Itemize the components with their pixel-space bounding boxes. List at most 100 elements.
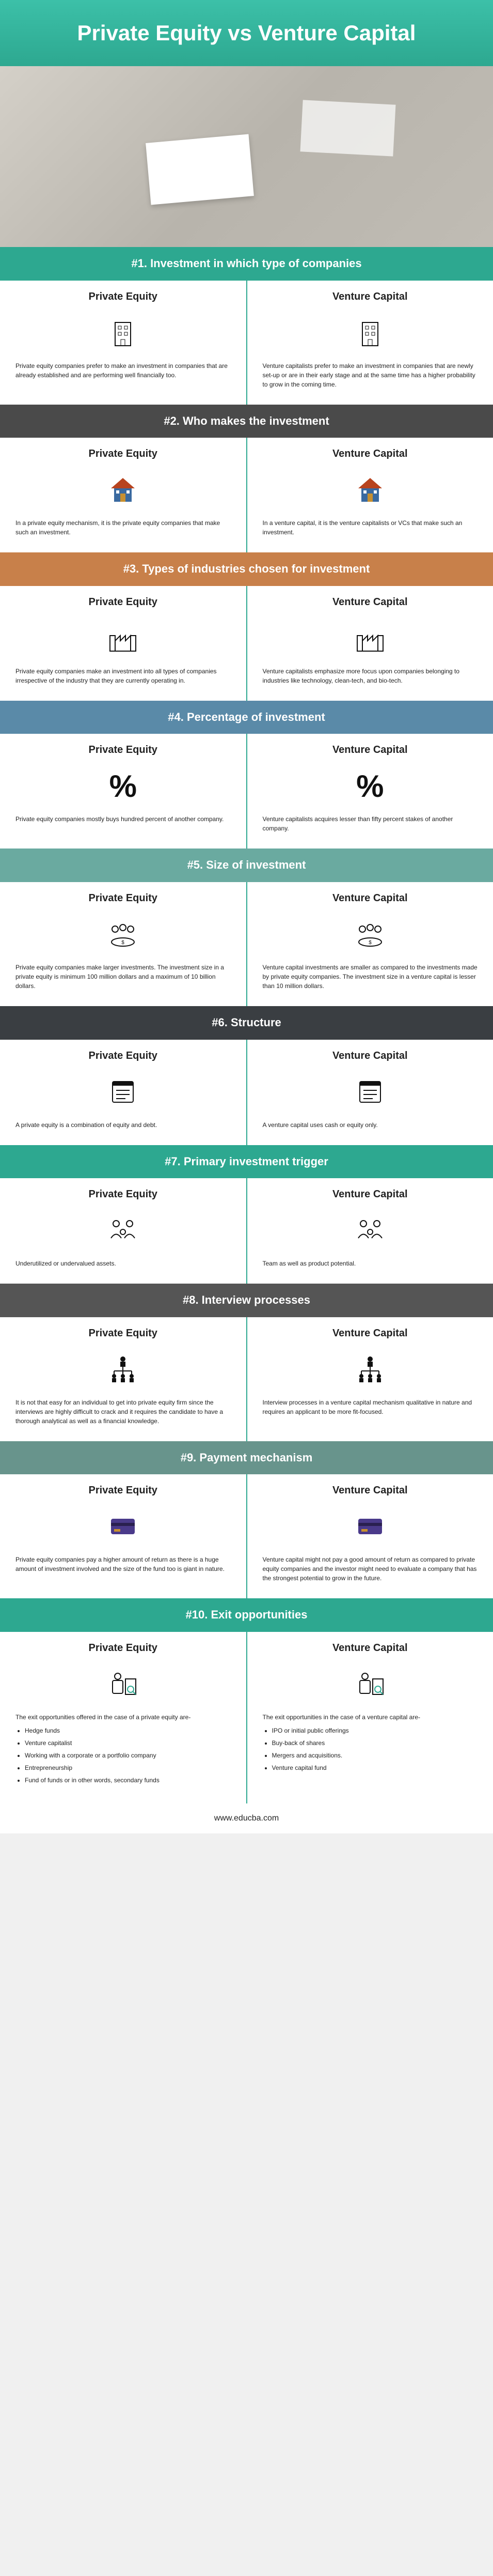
- section-1-pe: Private Equity Private equity companies …: [0, 281, 247, 405]
- exit-icon: [105, 1663, 141, 1705]
- section-3-vc: Venture Capital Venture capitalists emph…: [247, 586, 493, 701]
- vc-title: Venture Capital: [332, 744, 408, 756]
- hierarchy-icon: [352, 1349, 388, 1390]
- section-8-vc-text: Interview processes in a venture capital…: [263, 1398, 478, 1416]
- pe-title: Private Equity: [89, 744, 157, 756]
- house-icon: [352, 469, 388, 511]
- svg-text:$: $: [121, 940, 124, 946]
- pe-title: Private Equity: [89, 291, 157, 303]
- section-7-pe-text: Underutilized or undervalued assets.: [15, 1259, 231, 1268]
- list-item: Working with a corporate or a portfolio …: [25, 1751, 231, 1760]
- section-header-2: #2. Who makes the investment: [0, 405, 493, 438]
- section-1-vc-text: Venture capitalists prefer to make an in…: [263, 361, 478, 389]
- list-item: Venture capitalist: [25, 1738, 231, 1748]
- pe-title: Private Equity: [89, 596, 157, 608]
- section-header-9: #9. Payment mechanism: [0, 1441, 493, 1475]
- section-9-vc-text: Venture capital might not pay a good amo…: [263, 1555, 478, 1583]
- section-10-body: Private Equity The exit opportunities of…: [0, 1632, 493, 1803]
- section-9-vc: Venture Capital Venture capital might no…: [247, 1474, 493, 1598]
- section-10-pe: Private Equity The exit opportunities of…: [0, 1632, 247, 1803]
- section-header-6: #6. Structure: [0, 1006, 493, 1040]
- document-icon: [105, 1071, 141, 1113]
- pe-title: Private Equity: [89, 1328, 157, 1339]
- section-1-pe-text: Private equity companies prefer to make …: [15, 361, 231, 380]
- percent-icon: %: [356, 765, 384, 807]
- pe-title: Private Equity: [89, 1485, 157, 1497]
- document-icon: [352, 1071, 388, 1113]
- section-5-body: Private Equity $ Private equity companie…: [0, 882, 493, 1006]
- section-8-vc: Venture Capital Interview processes in a…: [247, 1317, 493, 1441]
- vc-title: Venture Capital: [332, 892, 408, 904]
- hierarchy-icon: [105, 1349, 141, 1390]
- percent-icon: %: [109, 765, 137, 807]
- section-4-vc: Venture Capital % Venture capitalists ac…: [247, 734, 493, 849]
- section-10-vc-intro: The exit opportunities in the case of a …: [263, 1714, 421, 1721]
- section-header-3: #3. Types of industries chosen for inves…: [0, 552, 493, 586]
- section-10-vc-text: The exit opportunities in the case of a …: [263, 1713, 478, 1776]
- vc-title: Venture Capital: [332, 1189, 408, 1200]
- vc-title: Venture Capital: [332, 1642, 408, 1654]
- section-1-vc: Venture Capital Venture capitalists pref…: [247, 281, 493, 405]
- section-5-pe: Private Equity $ Private equity companie…: [0, 882, 247, 1006]
- section-9-body: Private Equity Private equity companies …: [0, 1474, 493, 1598]
- list-item: Hedge funds: [25, 1726, 231, 1735]
- section-10-pe-list: Hedge funds Venture capitalist Working wit…: [15, 1726, 231, 1785]
- section-8-body: Private Equity It is not that easy for a…: [0, 1317, 493, 1441]
- section-3-vc-text: Venture capitalists emphasize more focus…: [263, 667, 478, 685]
- team-icon: [352, 1210, 388, 1251]
- infographic-container: Private Equity vs Venture Capital #1. In…: [0, 0, 493, 1833]
- section-6-body: Private Equity A private equity is a com…: [0, 1040, 493, 1145]
- section-8-pe: Private Equity It is not that easy for a…: [0, 1317, 247, 1441]
- section-2-vc: Venture Capital In a venture capital, it…: [247, 438, 493, 552]
- building-icon: [105, 312, 141, 353]
- section-7-vc-text: Team as well as product potential.: [263, 1259, 478, 1268]
- section-6-pe: Private Equity A private equity is a com…: [0, 1040, 247, 1145]
- vc-title: Venture Capital: [332, 1328, 408, 1339]
- section-10-vc: Venture Capital The exit opportunities i…: [247, 1632, 493, 1803]
- money-people-icon: $: [352, 914, 388, 955]
- card-icon: [105, 1506, 141, 1547]
- factory-icon: [352, 618, 388, 659]
- section-2-pe-text: In a private equity mechanism, it is the…: [15, 518, 231, 537]
- section-10-vc-list: IPO or initial public offeringsBuy-back …: [263, 1726, 478, 1772]
- section-4-body: Private Equity % Private equity companie…: [0, 734, 493, 849]
- pe-title: Private Equity: [89, 1189, 157, 1200]
- section-1-body: Private Equity Private equity companies …: [0, 281, 493, 405]
- section-7-vc: Venture Capital Team as well as product …: [247, 1178, 493, 1284]
- section-header-5: #5. Size of investment: [0, 849, 493, 882]
- section-9-pe: Private Equity Private equity companies …: [0, 1474, 247, 1598]
- list-item: Entrepreneurship: [25, 1763, 231, 1772]
- list-item: Mergers and acquisitions.: [272, 1751, 478, 1760]
- section-5-pe-text: Private equity companies make larger inv…: [15, 963, 231, 991]
- pe-title: Private Equity: [89, 448, 157, 460]
- building-icon: [352, 312, 388, 353]
- footer-text: www.educba.com: [0, 1803, 493, 1833]
- exit-icon: [352, 1663, 388, 1705]
- section-header-7: #7. Primary investment trigger: [0, 1145, 493, 1179]
- team-icon: [105, 1210, 141, 1251]
- section-6-vc: Venture Capital A venture capital uses c…: [247, 1040, 493, 1145]
- section-2-body: Private Equity In a private equity mecha…: [0, 438, 493, 552]
- list-item: IPO or initial public offerings: [272, 1726, 478, 1735]
- hero-image: [0, 66, 493, 247]
- section-4-pe-text: Private equity companies mostly buys hun…: [15, 814, 231, 824]
- section-2-vc-text: In a venture capital, it is the venture …: [263, 518, 478, 537]
- section-7-body: Private Equity Underutilized or underval…: [0, 1178, 493, 1284]
- section-5-vc-text: Venture capital investments are smaller …: [263, 963, 478, 991]
- section-2-pe: Private Equity In a private equity mecha…: [0, 438, 247, 552]
- section-header-1: #1. Investment in which type of companie…: [0, 247, 493, 281]
- vc-title: Venture Capital: [332, 1485, 408, 1497]
- main-title: Private Equity vs Venture Capital: [0, 0, 493, 66]
- section-3-pe: Private Equity Private equity companies …: [0, 586, 247, 701]
- vc-title: Venture Capital: [332, 448, 408, 460]
- vc-title: Venture Capital: [332, 1050, 408, 1062]
- vc-title: Venture Capital: [332, 291, 408, 303]
- section-4-vc-text: Venture capitalists acquires lesser than…: [263, 814, 478, 833]
- pe-title: Private Equity: [89, 1050, 157, 1062]
- list-item: Fund of funds or in other words, seconda…: [25, 1776, 231, 1785]
- section-header-4: #4. Percentage of investment: [0, 701, 493, 734]
- factory-icon: [105, 618, 141, 659]
- section-6-pe-text: A private equity is a combination of equ…: [15, 1120, 231, 1130]
- section-3-body: Private Equity Private equity companies …: [0, 586, 493, 701]
- section-4-pe: Private Equity % Private equity companie…: [0, 734, 247, 849]
